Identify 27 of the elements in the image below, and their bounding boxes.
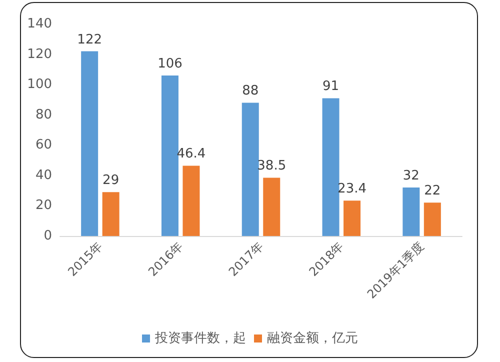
y-tick-label: 140 — [27, 16, 52, 32]
y-tick-label: 20 — [35, 198, 52, 214]
bar — [242, 102, 259, 236]
data-label: 29 — [102, 173, 120, 188]
bar — [263, 178, 280, 236]
bar — [402, 188, 420, 236]
data-label: 91 — [322, 79, 340, 94]
bar — [81, 51, 98, 236]
y-tick-label: 100 — [27, 77, 52, 92]
bar — [322, 98, 340, 236]
legend-label: 融资金额，亿元 — [267, 331, 358, 346]
data-label: 88 — [242, 84, 259, 99]
y-tick-label: 40 — [35, 168, 52, 183]
y-tick-label: 80 — [35, 107, 52, 122]
bar — [161, 75, 178, 236]
bar — [182, 166, 200, 236]
data-label: 32 — [402, 168, 420, 184]
data-label: 106 — [158, 56, 182, 72]
bar — [424, 202, 441, 236]
y-tick-label: 120 — [27, 46, 52, 62]
data-label: 122 — [77, 32, 102, 48]
data-label: 22 — [424, 184, 441, 199]
bar — [102, 192, 120, 236]
y-tick-label: 0 — [44, 228, 52, 244]
legend-label: 投资事件数，起 — [154, 331, 246, 346]
bar — [344, 200, 361, 236]
y-tick-label: 60 — [35, 138, 52, 153]
